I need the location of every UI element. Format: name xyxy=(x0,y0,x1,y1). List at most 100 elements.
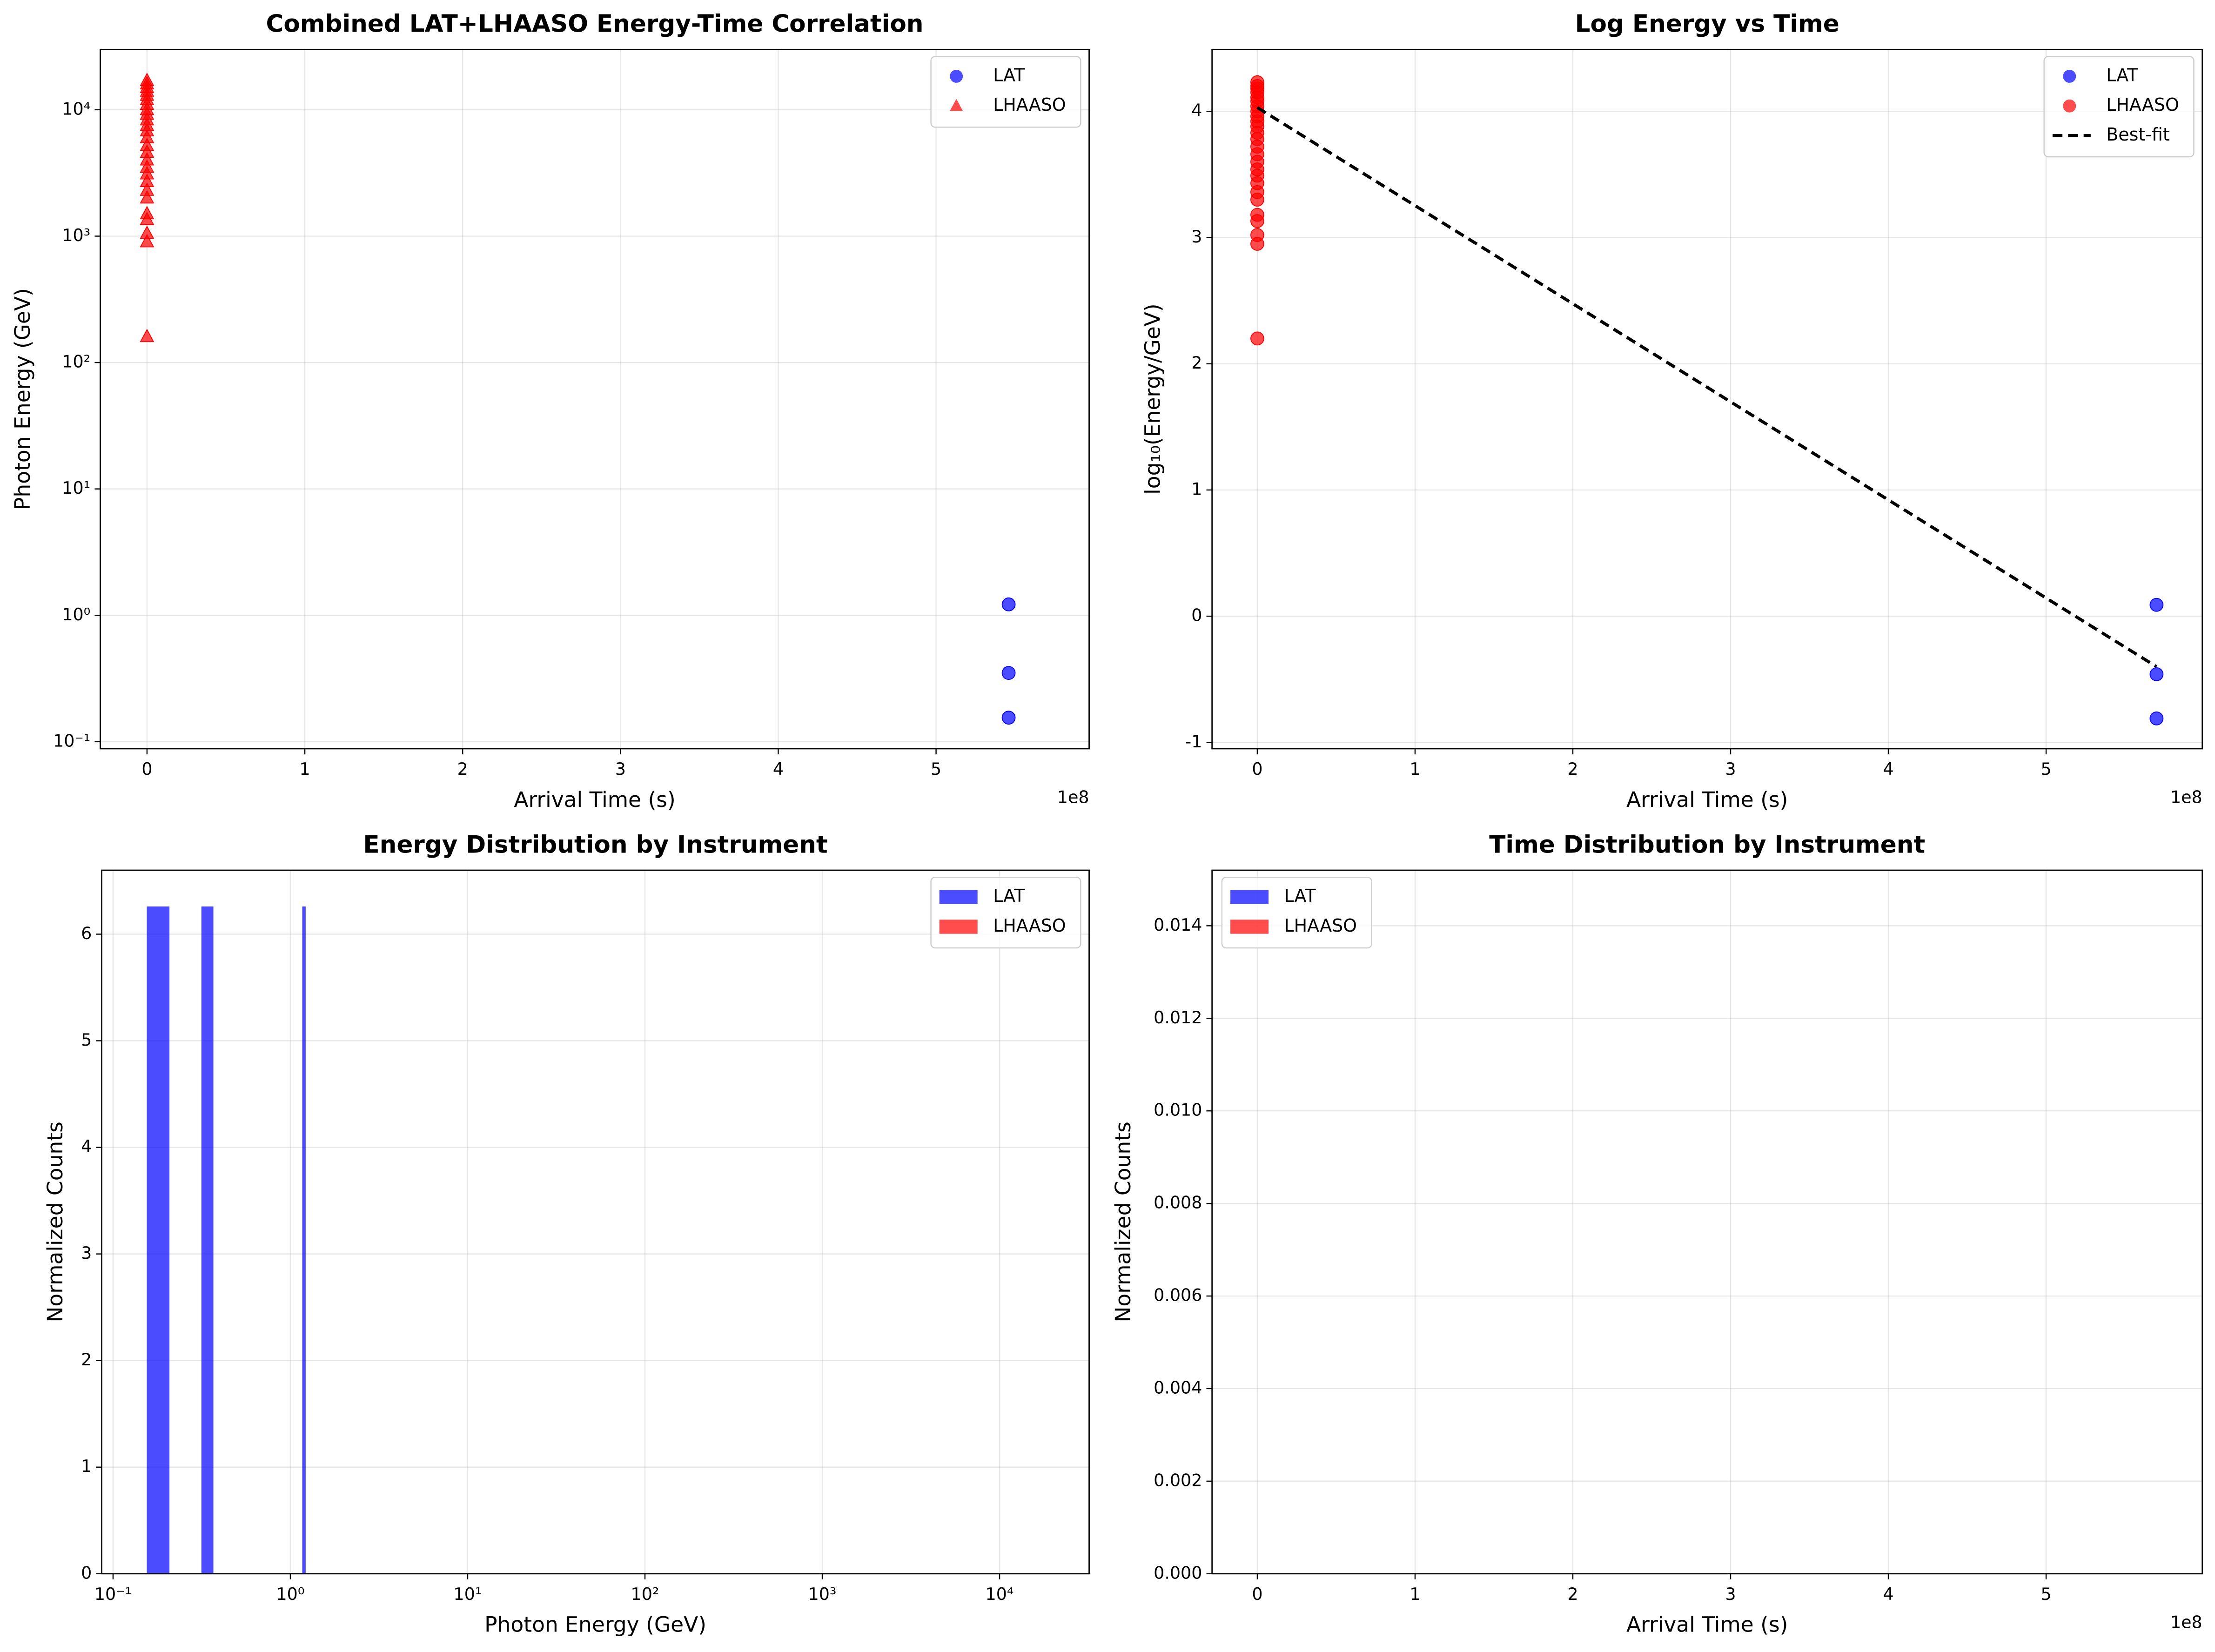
point xyxy=(140,166,154,180)
x-tick-label: 2 xyxy=(457,759,468,779)
y-tick-label: 10³ xyxy=(62,225,90,245)
point xyxy=(140,152,154,166)
point xyxy=(1250,75,1264,89)
x-tick-label: 10³ xyxy=(808,1584,837,1604)
x-tick-label: 10⁻¹ xyxy=(94,1584,132,1604)
bar xyxy=(201,906,214,1574)
point xyxy=(1001,666,1016,680)
point xyxy=(140,206,154,220)
x-tick-label: 2 xyxy=(1567,1584,1578,1604)
point xyxy=(140,190,154,204)
legend-swatch xyxy=(950,69,963,83)
y-tick-label: 0.000 xyxy=(1154,1563,1202,1583)
legend-label: LHAASO xyxy=(2106,94,2179,115)
x-offset-label: 1e8 xyxy=(2170,1612,2202,1632)
y-tick-label: 4 xyxy=(1191,101,1202,121)
x-axis-label: Photon Energy (GeV) xyxy=(484,1612,706,1637)
x-tick-label: 10⁰ xyxy=(276,1584,305,1604)
point xyxy=(1250,208,1264,222)
y-tick-label: 10⁻¹ xyxy=(53,731,90,751)
y-tick-label: 2 xyxy=(81,1350,92,1370)
y-tick-label: 1 xyxy=(1191,479,1202,499)
point xyxy=(2149,598,2164,612)
y-axis-label: log₁₀(Energy/GeV) xyxy=(1141,303,1165,494)
bar xyxy=(147,906,170,1574)
point xyxy=(1001,597,1016,611)
chart-title: Log Energy vs Time xyxy=(1575,10,1839,38)
subplot: 0 1 2 3 4 5 0.000 0.002 0.004 0.006 0.008 0.010 0.01… xyxy=(1111,831,2203,1637)
y-axis-label: Normalized Counts xyxy=(1111,1121,1135,1322)
x-offset-label: 1e8 xyxy=(1057,787,1089,807)
x-tick-label: 5 xyxy=(931,759,941,779)
y-tick-label: 0 xyxy=(81,1563,92,1583)
x-tick-label: 10¹ xyxy=(454,1584,482,1604)
y-tick-label: 2 xyxy=(1191,353,1202,373)
y-tick-label: 10⁰ xyxy=(62,604,90,625)
y-axis-label: Normalized Counts xyxy=(43,1121,67,1322)
x-axis-label: Arrival Time (s) xyxy=(1626,787,1788,812)
y-tick-label: 3 xyxy=(1191,227,1202,247)
x-tick-label: 0 xyxy=(141,759,152,779)
y-tick-label: 0.004 xyxy=(1154,1377,1202,1397)
point xyxy=(140,144,154,158)
x-tick-label: 3 xyxy=(1725,1584,1736,1604)
x-offset-label: 1e8 xyxy=(2170,787,2202,807)
x-tick-label: 10⁴ xyxy=(986,1584,1014,1604)
legend-label: LAT xyxy=(993,65,1025,85)
y-tick-label: 1 xyxy=(81,1456,92,1476)
x-tick-label: 3 xyxy=(615,759,626,779)
x-tick-label: 4 xyxy=(1883,1584,1893,1604)
y-tick-label: 10⁴ xyxy=(62,99,90,119)
y-tick-label: 0 xyxy=(1191,605,1202,625)
y-tick-label: 0.012 xyxy=(1154,1007,1202,1027)
y-tick-label: 0.010 xyxy=(1154,1100,1202,1120)
axes-frame xyxy=(1211,48,2203,750)
y-tick-label: 0.002 xyxy=(1154,1470,1202,1490)
legend-label: LAT xyxy=(2106,65,2138,85)
y-tick-label: -1 xyxy=(1185,732,1202,752)
legend-swatch xyxy=(950,99,963,111)
point xyxy=(140,137,154,151)
y-tick-label: 5 xyxy=(81,1030,92,1050)
legend-label: LAT xyxy=(993,886,1025,906)
point xyxy=(140,130,154,143)
x-axis-label: Arrival Time (s) xyxy=(514,787,675,812)
subplot: 0 1 2 3 4 5 -1 0 1 2 3 4 Log Energy vs Time Arrival T… xyxy=(1141,10,2203,812)
point xyxy=(2149,711,2164,725)
legend-box xyxy=(930,56,1081,128)
x-tick-label: 1 xyxy=(1410,1584,1420,1604)
point xyxy=(1250,228,1264,242)
chart-title: Energy Distribution by Instrument xyxy=(363,831,827,859)
bar xyxy=(302,906,306,1574)
point xyxy=(1250,331,1264,346)
legend-swatch xyxy=(939,890,978,904)
y-tick-label: 0.006 xyxy=(1154,1285,1202,1305)
subplot: 10⁻¹ 10⁰ 10¹ 10² 10³ 10⁴ 0 1 2 3 4 5 6 Energy Distrib… xyxy=(43,831,1090,1637)
point xyxy=(1001,711,1016,725)
x-tick-label: 5 xyxy=(2040,1584,2051,1604)
point xyxy=(140,234,154,248)
y-tick-label: 10² xyxy=(62,352,90,372)
legend-label: LHAASO xyxy=(993,915,1066,936)
legend-label: LAT xyxy=(1284,886,1316,906)
legend-label: Best-fit xyxy=(2106,124,2169,145)
x-tick-label: 2 xyxy=(1567,759,1578,779)
axes-frame xyxy=(1211,869,2203,1575)
x-tick-label: 3 xyxy=(1725,759,1736,779)
point xyxy=(140,182,154,196)
y-tick-label: 10¹ xyxy=(62,478,90,498)
y-tick-label: 0.008 xyxy=(1154,1193,1202,1213)
point xyxy=(140,329,154,342)
x-tick-label: 4 xyxy=(1883,759,1893,779)
legend-swatch xyxy=(2063,69,2076,83)
x-tick-label: 0 xyxy=(1252,1584,1262,1604)
point xyxy=(140,225,154,239)
point xyxy=(140,174,154,187)
point xyxy=(2149,667,2164,681)
legend-swatch xyxy=(2063,99,2076,113)
y-axis-label: Photon Energy (GeV) xyxy=(10,288,35,510)
x-tick-label: 10² xyxy=(631,1584,659,1604)
x-axis-label: Arrival Time (s) xyxy=(1626,1612,1788,1637)
